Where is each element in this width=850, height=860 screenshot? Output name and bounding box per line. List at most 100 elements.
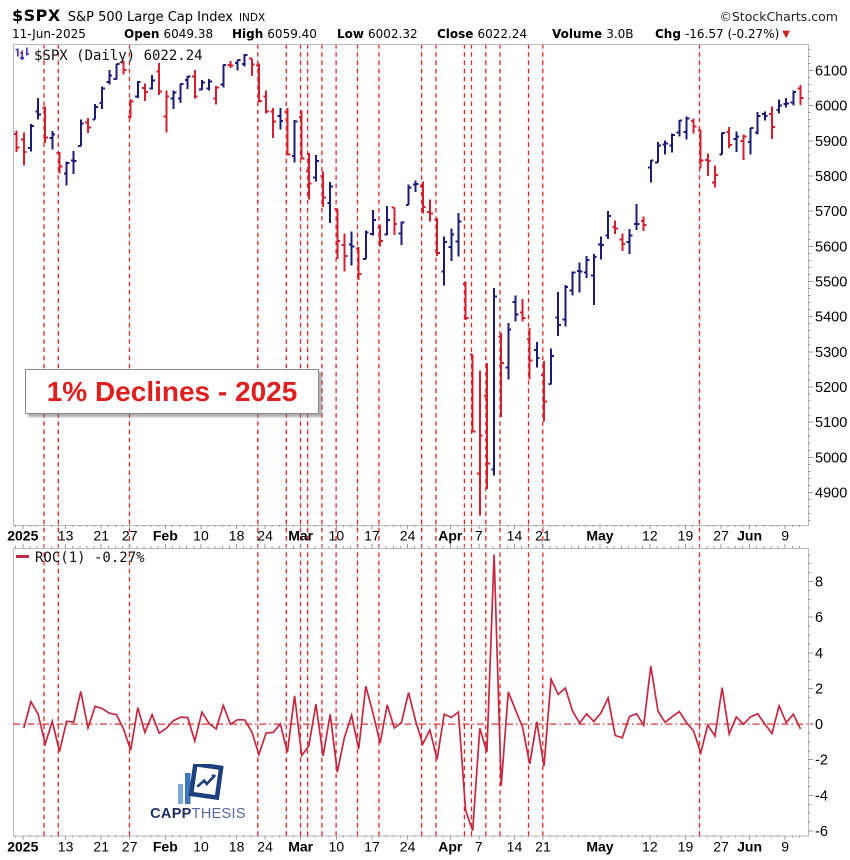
field-value: -16.57 (-0.27%) xyxy=(684,27,780,41)
x-axis-label-bottom: Jun xyxy=(737,839,762,855)
price-legend: $SPX (Daily) 6022.24 xyxy=(15,46,203,64)
field-value: 6059.40 xyxy=(267,27,317,41)
x-axis-label-top: 10 xyxy=(329,528,345,544)
exchange: INDX xyxy=(238,12,266,24)
x-axis-label-top: 12 xyxy=(642,528,658,544)
field-value: 6049.38 xyxy=(163,27,214,41)
x-axis-label-bottom: Apr xyxy=(438,839,463,855)
price-axis-label: 5600 xyxy=(815,239,847,255)
quote-change: Chg -16.57 (-0.27%) ▼ xyxy=(655,27,790,41)
field-label: Volume xyxy=(552,27,603,41)
field-label: Open xyxy=(124,27,160,41)
roc-axis-label: -6 xyxy=(815,824,828,840)
ohlc-bars-up xyxy=(28,53,797,476)
field-label: Chg xyxy=(655,27,681,41)
quote-date: 11-Jun-2025 xyxy=(12,27,86,41)
x-axis-label-top: Feb xyxy=(153,528,178,544)
logo-frame xyxy=(188,761,224,801)
x-axis-label-top: 27 xyxy=(122,528,138,544)
x-axis-label-bottom: 27 xyxy=(713,839,729,855)
roc-axis-label: 0 xyxy=(815,717,823,733)
x-axis-label-bottom: May xyxy=(586,839,613,855)
quote-high: High 6059.40 xyxy=(232,27,317,41)
symbol-name: S&P 500 Large Cap Index xyxy=(67,10,233,25)
x-axis-label-top: 9 xyxy=(781,528,789,544)
x-axis-label-top: 21 xyxy=(535,528,551,544)
quote-low: Low 6002.32 xyxy=(337,27,418,41)
quote-row: 11-Jun-2025 Open 6049.38 High 6059.40 Low 6… xyxy=(0,27,850,42)
x-axis-label-bottom: 19 xyxy=(678,839,694,855)
logo-text-capp: CAPP xyxy=(150,806,192,822)
declines-annotation: 1% Declines - 2025 xyxy=(25,369,319,414)
price-axis-label: 5300 xyxy=(815,345,847,361)
x-axis-label-top: May xyxy=(586,528,613,544)
x-axis-label-top: 13 xyxy=(58,528,74,544)
decline-day-lines xyxy=(43,44,701,836)
x-axis-label-bottom: 21 xyxy=(93,839,109,855)
field-value: 6002.32 xyxy=(367,27,418,41)
cappthesis-logo: CAPPTHESIS xyxy=(148,761,248,822)
x-axis-label-bottom: 2025 xyxy=(7,839,38,855)
price-axis-label: 5100 xyxy=(815,415,847,431)
stockcharts-credit: ©StockCharts.com xyxy=(719,9,838,24)
price-axis-label: 5900 xyxy=(815,134,847,150)
x-axis-label-top: Mar xyxy=(288,528,313,544)
x-axis-label-bottom: 24 xyxy=(257,839,273,855)
roc-line-swatch xyxy=(16,554,29,558)
roc-line xyxy=(22,554,802,831)
x-axis-label-bottom: 12 xyxy=(642,839,658,855)
x-axis-label-bottom: 10 xyxy=(193,839,209,855)
roc-axis-label: -4 xyxy=(815,788,828,804)
x-axis-label-bottom: 24 xyxy=(400,839,416,855)
cappthesis-logo-icon xyxy=(178,761,224,804)
x-axis-label-top: 21 xyxy=(93,528,109,544)
logo-bar-short xyxy=(178,784,183,804)
price-axis-label: 6000 xyxy=(815,99,847,115)
field-value: 3.0B xyxy=(606,27,634,41)
x-axis-label-top: 2025 xyxy=(7,528,38,544)
quote-open: Open 6049.38 xyxy=(124,27,213,41)
field-label: Close xyxy=(437,27,474,41)
field-label: High xyxy=(232,27,264,41)
x-axis-ticks xyxy=(15,525,800,840)
price-axis-label: 5800 xyxy=(815,169,847,185)
roc-axis-label: 2 xyxy=(815,681,823,697)
x-axis-label-top: 10 xyxy=(193,528,209,544)
x-axis-label-bottom: 13 xyxy=(58,839,74,855)
x-axis-label-bottom: 9 xyxy=(781,839,789,855)
x-axis-label-bottom: 17 xyxy=(364,839,380,855)
roc-axis-label: 4 xyxy=(815,646,823,662)
price-panel-border xyxy=(13,44,809,526)
x-axis-label-top: 7 xyxy=(475,528,483,544)
logo-text-thesis: THESIS xyxy=(191,806,246,822)
roc-axis-label: 8 xyxy=(815,575,823,591)
price-axis-label: 5000 xyxy=(815,450,847,466)
x-axis-label-bottom: Feb xyxy=(153,839,178,855)
price-axis-label: 5400 xyxy=(815,310,847,326)
x-axis-label-bottom: 14 xyxy=(507,839,523,855)
x-axis-label-bottom: 21 xyxy=(535,839,551,855)
roc-axis-label: -2 xyxy=(815,753,828,769)
x-axis-label-top: 24 xyxy=(257,528,273,544)
price-axis-label: 5700 xyxy=(815,204,847,220)
x-axis-label-top: Jun xyxy=(737,528,762,544)
quote-volume: Volume 3.0B xyxy=(552,27,634,41)
x-axis-label-top: 27 xyxy=(713,528,729,544)
x-axis-label-top: 17 xyxy=(364,528,380,544)
field-value: 6022.24 xyxy=(477,27,528,41)
price-axis-label: 5200 xyxy=(815,380,847,396)
field-label: Low xyxy=(337,27,364,41)
chart-header: $SPX S&P 500 Large Cap Index INDX ©StockCh… xyxy=(12,6,838,26)
x-axis-label-top: 24 xyxy=(400,528,416,544)
roc-panel-border xyxy=(13,548,809,837)
quote-close: Close 6022.24 xyxy=(437,27,527,41)
price-axis-label: 6100 xyxy=(815,63,847,79)
price-bars-icon xyxy=(15,47,29,60)
cappthesis-logo-text: CAPPTHESIS xyxy=(148,806,248,822)
y-axis-ticks xyxy=(808,48,813,832)
x-axis-label-top: Apr xyxy=(438,528,463,544)
symbol: $SPX xyxy=(12,6,61,25)
price-axis-label: 5500 xyxy=(815,274,847,290)
x-axis-label-top: 14 xyxy=(507,528,523,544)
